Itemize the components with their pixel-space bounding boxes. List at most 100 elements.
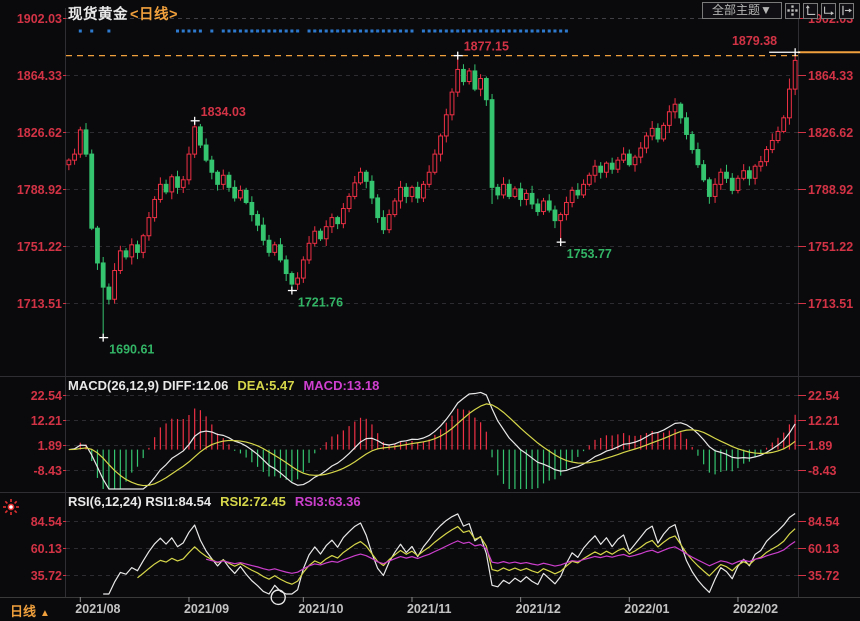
x-axis-date-label: 2021/09	[184, 602, 229, 616]
candle-body	[506, 183, 512, 197]
y-axis-scale-button[interactable]	[803, 2, 818, 19]
x-axis-date-label: 2021/08	[75, 602, 120, 616]
candle-body	[523, 192, 529, 200]
rsi-label-row: RSI(6,12,24) RSI1:84.54 RSI2:72.45 RSI3:63…	[68, 494, 370, 509]
event-dot	[404, 29, 408, 33]
candle-body	[678, 103, 684, 119]
y-axis-label-right: 1713.51	[808, 297, 853, 311]
shift-right-button[interactable]	[839, 2, 854, 19]
candle-body	[386, 214, 392, 231]
candle-body	[569, 189, 575, 203]
x-axis-scale-button[interactable]	[821, 2, 836, 19]
candle-body	[781, 117, 787, 132]
event-dot	[290, 29, 294, 33]
event-dot	[542, 29, 546, 33]
candle-body	[546, 200, 552, 211]
candle-body	[443, 114, 449, 137]
event-dot	[107, 29, 111, 33]
candle-body	[392, 200, 398, 216]
candle-body	[621, 153, 626, 161]
candle-body	[655, 127, 661, 140]
event-dot	[261, 29, 265, 33]
candle-body	[787, 88, 792, 119]
candle-body	[335, 217, 341, 225]
candle-body	[260, 224, 266, 241]
mouse-cursor	[270, 589, 286, 606]
event-dot	[233, 29, 237, 33]
candle-body	[123, 250, 129, 258]
candle-body	[684, 117, 689, 135]
y-axis-label-right: 1864.33	[808, 69, 853, 83]
event-dot	[444, 29, 448, 33]
candle-body	[672, 103, 678, 113]
y-axis-label-left: 12.21	[31, 414, 62, 428]
price-marker-label: 1690.61	[109, 343, 154, 357]
event-dot	[278, 29, 282, 33]
candle-body	[586, 174, 592, 185]
y-axis-label-left: -8.43	[34, 464, 63, 478]
candle-body	[243, 189, 249, 203]
candle-body	[455, 68, 461, 93]
candle-body	[432, 153, 438, 173]
event-dot	[461, 29, 465, 33]
move-tool-button[interactable]	[785, 2, 800, 19]
candle-body	[706, 179, 712, 197]
move-tool-icon	[787, 5, 798, 16]
candle-body	[215, 171, 220, 185]
symbol-name: 现货黄金	[68, 7, 128, 23]
event-dot	[519, 29, 523, 33]
candle-body	[89, 153, 95, 229]
rsi-label-segment: RSI(6,12,24) RSI1:84.54	[68, 494, 212, 509]
candle-body	[352, 182, 358, 197]
event-dot	[433, 29, 437, 33]
event-dot	[484, 29, 488, 33]
rsi-label-segment: RSI3:63.36	[294, 494, 361, 509]
period-label[interactable]: 日线 ▲	[10, 604, 50, 619]
macd-dea-line	[68, 403, 796, 487]
candle-body	[638, 147, 644, 158]
candle-body	[66, 159, 72, 166]
price-marker-label: 1753.77	[567, 247, 612, 261]
candle-body	[72, 153, 77, 161]
candle-body	[409, 186, 415, 197]
candle-body	[112, 270, 118, 300]
rsi-line-3	[205, 540, 796, 574]
candle-body	[421, 183, 426, 199]
y-axis-label-left: 1751.22	[17, 240, 62, 254]
candle-body	[541, 200, 546, 213]
candle-body	[609, 162, 615, 170]
price-marker-label: 1879.38	[732, 34, 777, 48]
y-axis-label-left: 1.89	[38, 439, 62, 453]
candle-body	[466, 70, 472, 83]
event-dot	[536, 29, 540, 33]
y-axis-label-left: 1788.92	[17, 183, 62, 197]
candle-body	[615, 159, 621, 170]
event-dot	[267, 29, 271, 33]
chart-title: 现货黄金 <日线>	[68, 3, 178, 24]
candle-body	[203, 144, 209, 161]
event-dot	[393, 29, 397, 33]
candle-body	[375, 197, 381, 219]
candle-body	[632, 156, 638, 166]
theme-dropdown[interactable]: 全部主题▼	[702, 2, 782, 19]
y-axis-label-right: -8.43	[808, 464, 837, 478]
y-axis-label-left: 1902.03	[17, 12, 62, 26]
candle-body	[117, 250, 123, 272]
event-dot	[507, 29, 511, 33]
event-dot	[227, 29, 231, 33]
candle-body	[380, 217, 386, 231]
candle-body	[529, 192, 535, 205]
candle-body	[266, 239, 272, 253]
y-axis-label-left: 1864.33	[17, 69, 62, 83]
event-dot	[370, 29, 374, 33]
event-dot	[559, 29, 563, 33]
indicator-settings-icon[interactable]	[2, 498, 20, 516]
rsi-label-segment: RSI2:72.45	[220, 494, 286, 509]
candle-body	[483, 78, 489, 101]
event-dot	[410, 29, 414, 33]
y-axis-label-right: 1826.62	[808, 126, 853, 140]
candle-body	[249, 201, 255, 216]
candle-body	[346, 195, 352, 210]
